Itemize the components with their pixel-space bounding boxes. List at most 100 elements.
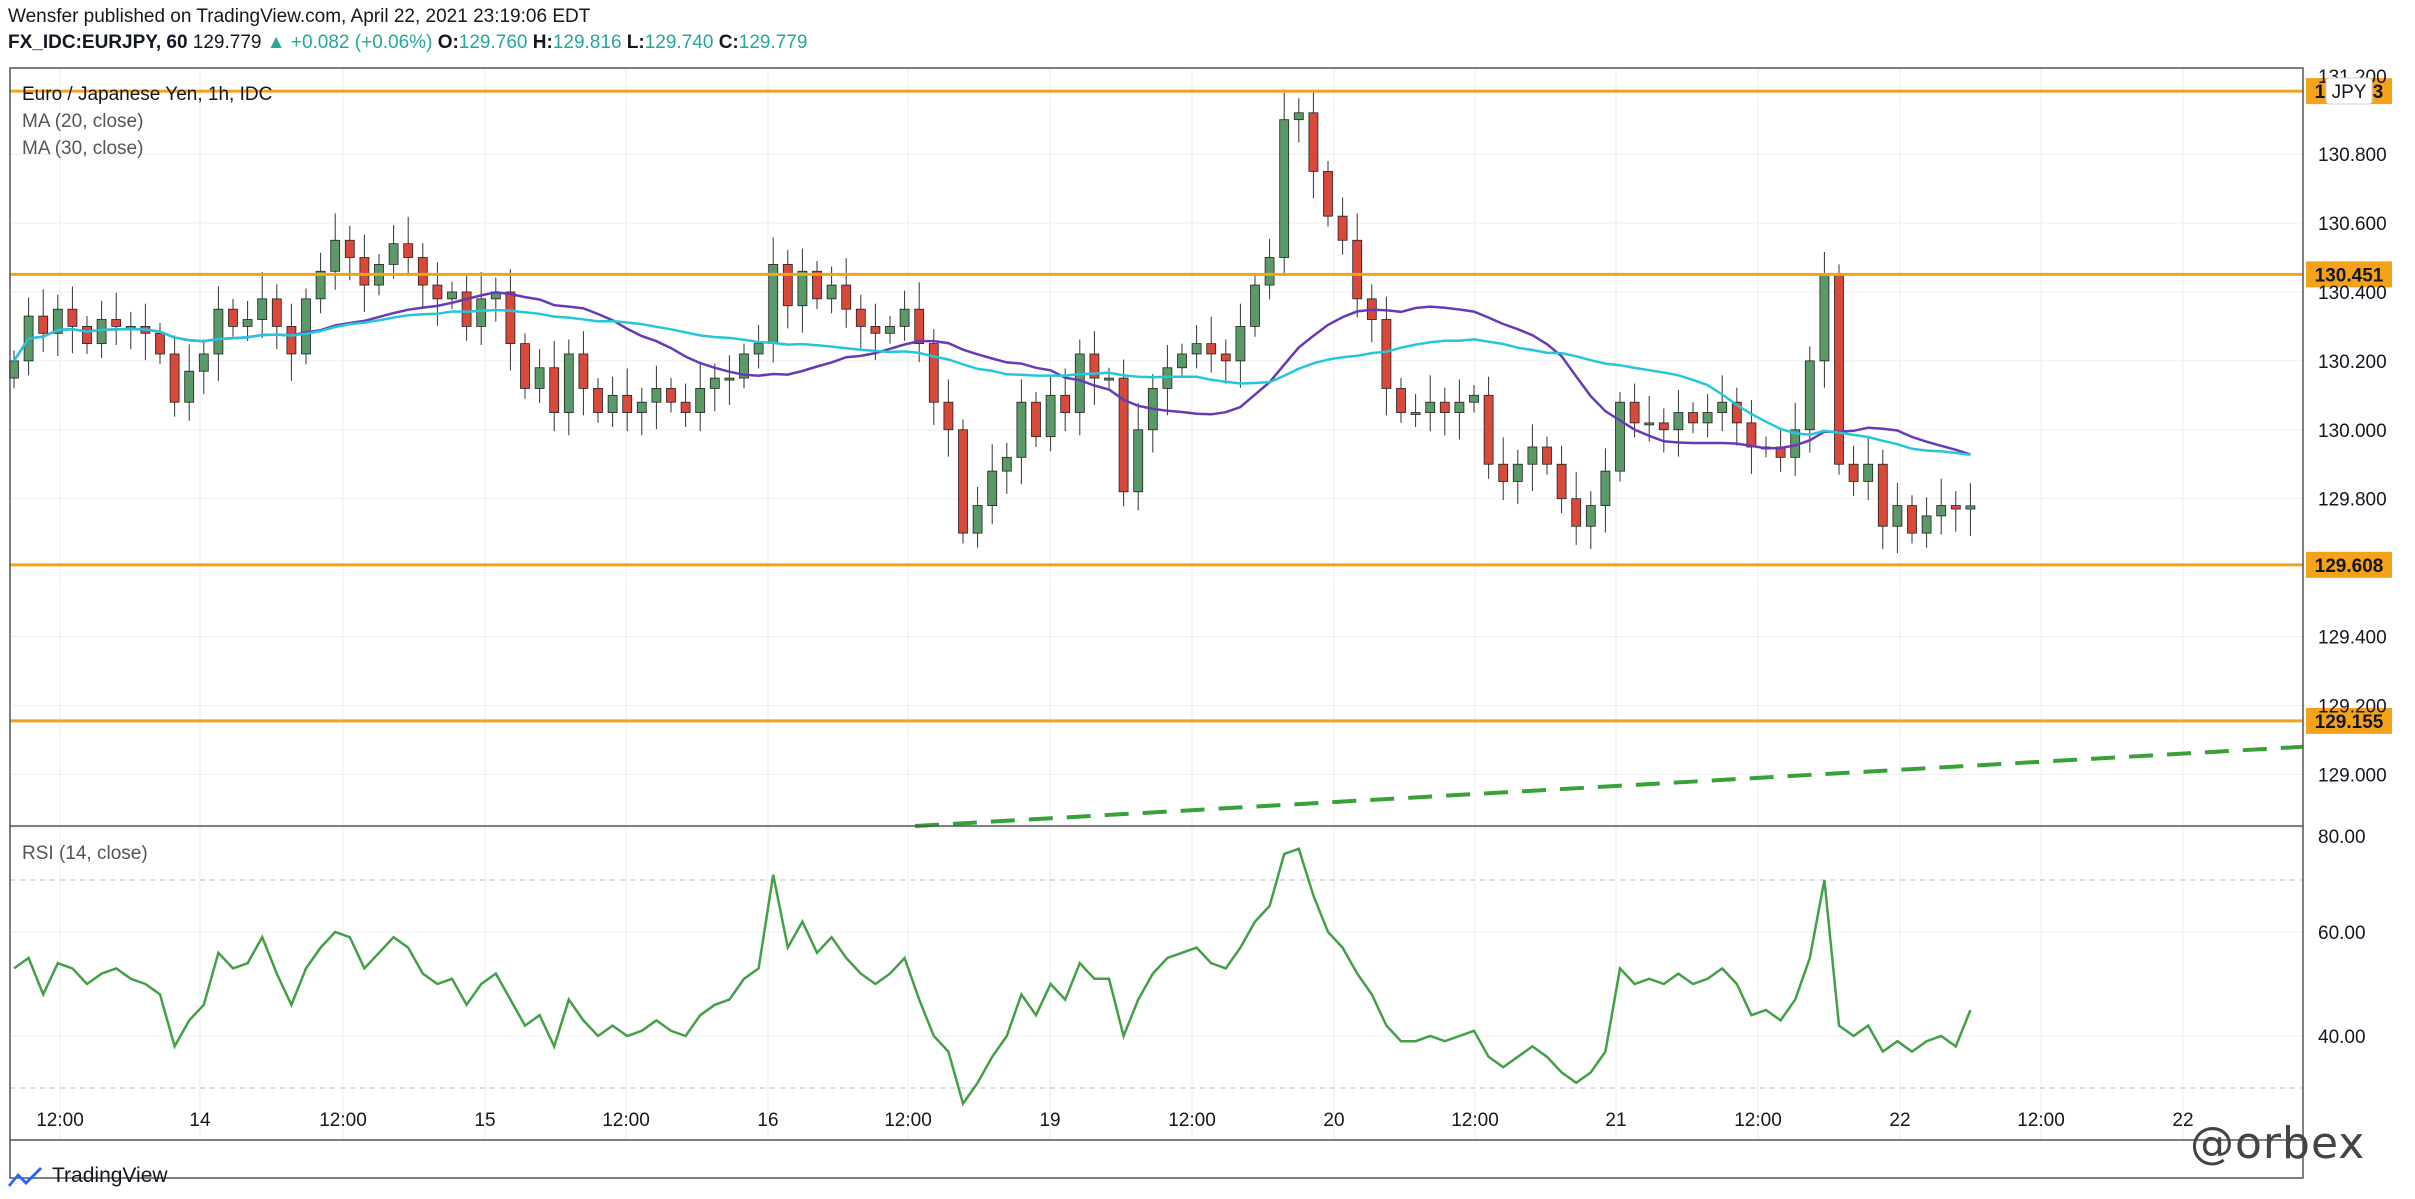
candle-body — [1074, 353, 1085, 413]
candle-body — [739, 353, 749, 379]
x-tick-label: 12:00 — [2017, 1110, 2065, 1131]
y-tick-label: 130.400 — [2318, 283, 2387, 304]
low-label: L: — [626, 32, 645, 53]
candle-body — [768, 263, 779, 345]
candle-body — [388, 243, 399, 265]
candle-body — [578, 353, 589, 389]
symbol-label: FX_IDC:EURJPY, 60 — [8, 32, 188, 53]
candle-body — [1104, 377, 1114, 381]
candle-body — [1498, 463, 1509, 482]
price-change: ▲ +0.082 (+0.06%) — [266, 32, 433, 53]
candle-body — [301, 298, 311, 355]
level-badge — [2306, 707, 2392, 734]
candle-body — [96, 319, 107, 345]
y-tick-label: 130.800 — [2318, 145, 2387, 166]
candle-body — [651, 388, 662, 403]
chart-header: Wensfer published on TradingView.com, Ap… — [8, 4, 1408, 60]
candle-body — [870, 326, 881, 334]
candle-body — [1352, 239, 1363, 300]
candle-body — [505, 291, 516, 345]
candle-body — [67, 308, 78, 327]
x-tick-label: 12:00 — [36, 1110, 84, 1131]
tradingview-logo-text: TradingView — [52, 1164, 168, 1187]
y-tick-label: 129.000 — [2318, 765, 2387, 786]
x-tick-label: 15 — [474, 1110, 495, 1131]
candle-body — [520, 343, 530, 389]
low-value: 129.740 — [644, 32, 714, 53]
grid — [10, 68, 2303, 1140]
candle-body — [1600, 470, 1611, 506]
candle-body — [1308, 112, 1319, 172]
candle-body — [958, 429, 968, 534]
ma20-label: MA (20, close) — [22, 111, 143, 132]
rsi-label: RSI (14, close) — [22, 843, 148, 864]
candle-body — [885, 326, 895, 334]
y-tick-label: 129.800 — [2318, 490, 2387, 511]
y-tick-label: 130.600 — [2318, 214, 2387, 235]
candle-body — [1585, 505, 1596, 527]
trendline — [914, 744, 2304, 828]
candle-body — [315, 270, 326, 300]
candle-body — [1396, 388, 1406, 413]
candle-body — [855, 308, 866, 327]
candle-body — [1410, 412, 1421, 415]
last-price: 129.779 — [192, 32, 262, 53]
rsi-tick-label: 40.00 — [2318, 1027, 2366, 1048]
orbex-watermark: @orbex — [2190, 1118, 2366, 1169]
candle-body — [812, 270, 822, 300]
candle-body — [1804, 360, 1815, 431]
candle-body — [549, 367, 560, 413]
candle-body — [1877, 463, 1888, 527]
candle-body — [943, 401, 954, 431]
candle-body — [1089, 353, 1100, 379]
candle-body — [38, 315, 49, 334]
candle-body — [593, 388, 603, 413]
candle-body — [1031, 401, 1041, 438]
candle-body — [1469, 394, 1479, 403]
ma30-label: MA (30, close) — [22, 138, 143, 159]
x-tick-label: 12:00 — [1451, 1110, 1499, 1131]
candle-body — [1220, 353, 1231, 362]
candle-body — [52, 308, 63, 334]
candle-body — [826, 284, 837, 300]
candle-body — [1965, 505, 1976, 510]
currency-label: JPY — [2332, 82, 2367, 103]
candle-body — [1235, 326, 1246, 362]
x-tick-label: 22 — [2172, 1110, 2193, 1131]
level-badge — [2306, 551, 2392, 578]
candle-body — [1045, 394, 1056, 438]
rsi-tick-label: 60.00 — [2318, 923, 2366, 944]
rsi-tick-label: 80.00 — [2318, 827, 2366, 848]
candle-body — [82, 326, 92, 345]
candle-body — [1542, 446, 1552, 465]
tradingview-logo-icon — [8, 1167, 42, 1187]
candle-body — [1892, 505, 1903, 527]
candle-body — [286, 326, 297, 355]
candle-body — [1921, 515, 1932, 534]
candle-body — [1060, 394, 1071, 413]
candle-body — [782, 263, 793, 307]
tradingview-logo[interactable]: TradingView — [6, 1158, 168, 1194]
candle-body — [330, 239, 341, 272]
candle-body — [680, 401, 691, 413]
x-tick-label: 14 — [189, 1110, 211, 1131]
candle-body — [1381, 319, 1392, 389]
candle-body — [899, 308, 910, 327]
candle-body — [155, 332, 165, 355]
x-tick-label: 12:00 — [884, 1110, 932, 1131]
candle-body — [1571, 498, 1582, 527]
level-badge — [2306, 261, 2392, 288]
ohlc-line: FX_IDC:EURJPY, 60 129.779 ▲ +0.082 (+0.0… — [8, 30, 1408, 56]
candle-body — [1133, 429, 1144, 493]
candle-body — [972, 505, 983, 534]
candle-body — [1936, 505, 1947, 517]
candle-body — [1556, 463, 1567, 500]
chart-title: Euro / Japanese Yen, 1h, IDC — [22, 84, 272, 105]
candle-body — [1629, 401, 1640, 424]
candle-body — [1337, 215, 1348, 241]
candle-body — [257, 298, 268, 320]
x-tick-label: 19 — [1039, 1110, 1060, 1131]
candle-body — [271, 298, 282, 327]
